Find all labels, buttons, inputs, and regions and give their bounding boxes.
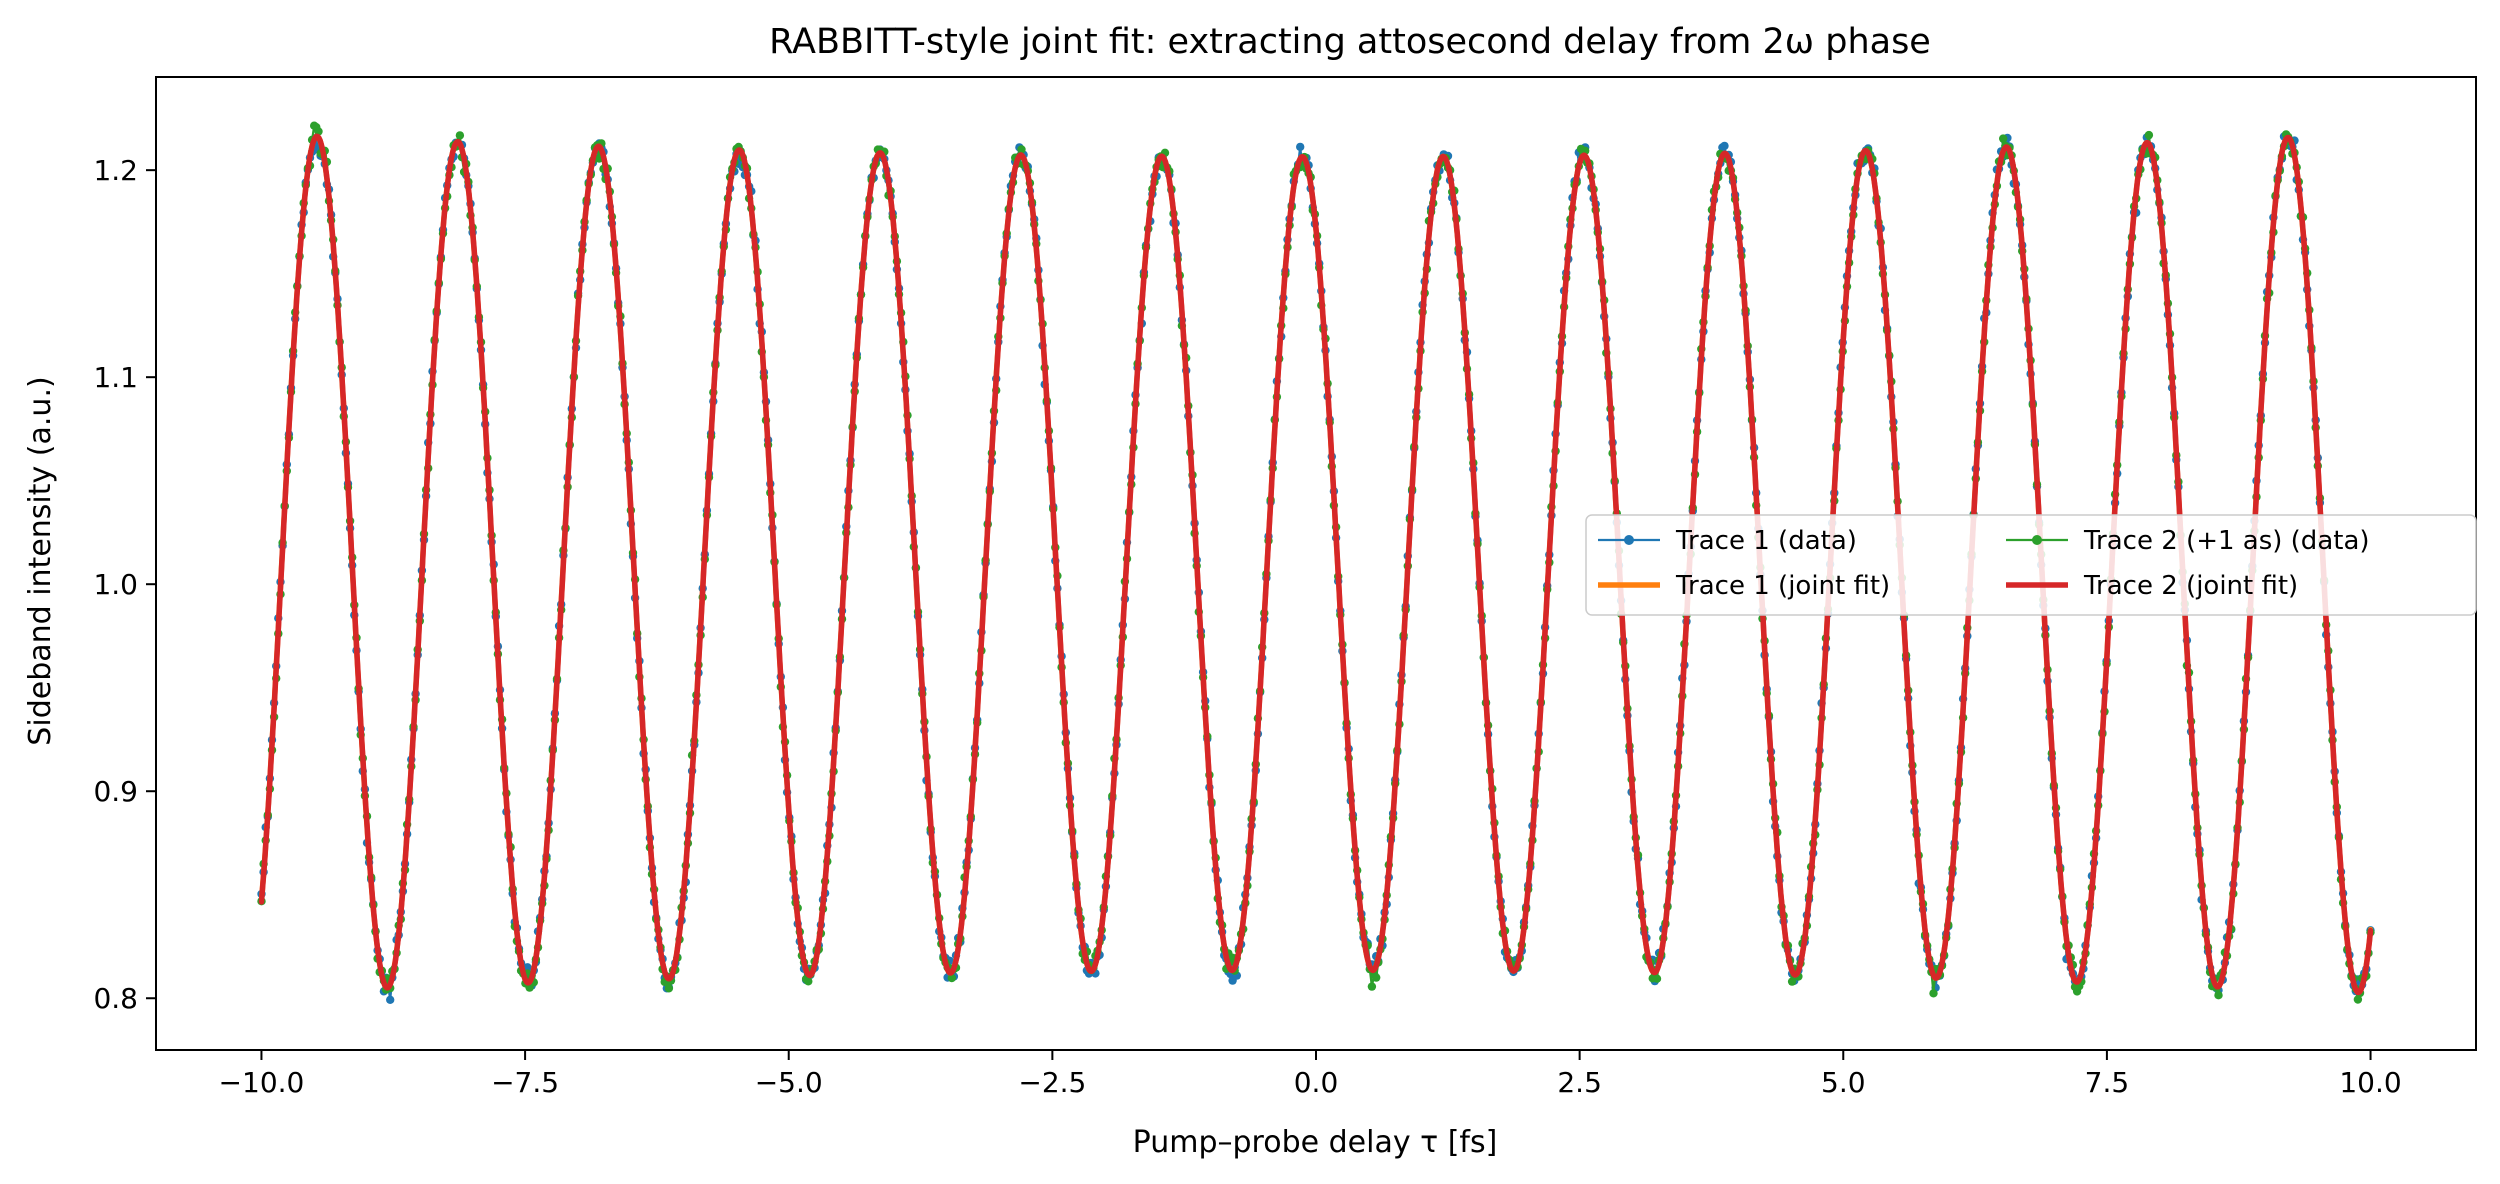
- legend-label-2: Trace 1 (joint fit): [1675, 571, 1890, 601]
- series-1-point-492: [1296, 142, 1305, 152]
- series-3-point-360: [1017, 145, 1026, 154]
- x-axis: −10.0 −7.5 −5.0 −2.5 0.0 2.5 5.0 7.5 10.0: [219, 1050, 2402, 1099]
- x-tick-label-7: 7.5: [2085, 1066, 2130, 1099]
- series-4-line: [258, 133, 2374, 996]
- chart-title: RABBITT-style joint fit: extracting atto…: [769, 22, 1931, 62]
- x-tick-label-2: −5.0: [755, 1066, 823, 1099]
- series-3-point-526: [1367, 982, 1377, 991]
- series-3-point-327: [947, 973, 956, 983]
- series-3-point-894: [2144, 130, 2154, 140]
- y-tick-label-1: 0.9: [93, 775, 138, 808]
- x-axis-label: Pump–probe delay τ [fs]: [1133, 1125, 1498, 1160]
- series-3-point-825: [1999, 134, 2008, 143]
- x-tick-label-8: 10.0: [2339, 1066, 2401, 1099]
- legend-marker-3: [2032, 535, 2042, 545]
- x-tick-label-4: 0.0: [1294, 1066, 1339, 1099]
- legend-item-3: Trace 2 (+1 as) (data): [2006, 526, 2370, 556]
- legend-label-4: Trace 2 (joint fit): [2083, 571, 2298, 601]
- y-tick-label-4: 1.2: [93, 154, 138, 187]
- y-axis: 0.8 0.9 1.0 1.1 1.2: [93, 154, 156, 1015]
- series-3-point-927: [2214, 991, 2223, 1000]
- series-3-point-528: [1372, 973, 1381, 982]
- legend-item-1: Trace 1 (data): [1598, 526, 1857, 556]
- series-3-point-993: [2353, 995, 2363, 1004]
- legend: Trace 1 (data) Trace 1 (joint fit) Trace 2…: [1585, 514, 2477, 616]
- series-3-point-193: [664, 984, 674, 993]
- x-tick-label-1: −7.5: [491, 1066, 559, 1099]
- series-3-point-792: [1929, 989, 1938, 998]
- legend-frame: [1585, 514, 2477, 616]
- series-4: [258, 133, 2374, 996]
- series-1-point-61: [386, 995, 395, 1004]
- series-3-point-725: [1787, 977, 1797, 986]
- series-1-point-693: [1720, 141, 1729, 151]
- y-tick-label-2: 1.0: [93, 568, 138, 601]
- series-1-point-126: [523, 963, 532, 972]
- legend-item-4: Trace 2 (joint fit): [2006, 571, 2298, 601]
- y-tick-label-0: 0.8: [93, 982, 138, 1015]
- x-tick-label-6: 5.0: [1821, 1066, 1866, 1099]
- legend-label-3: Trace 2 (+1 as) (data): [2083, 526, 2370, 556]
- series-3-point-259: [804, 977, 813, 986]
- series-3-point-661: [1652, 974, 1662, 983]
- plot-area: [257, 121, 2375, 1004]
- legend-item-2: Trace 1 (joint fit): [1598, 571, 1890, 601]
- x-tick-label-0: −10.0: [219, 1066, 305, 1099]
- legend-label-1: Trace 1 (data): [1675, 526, 1857, 556]
- series-3-point-94: [455, 131, 465, 140]
- y-axis-label: Sideband intensity (a.u.): [23, 376, 58, 745]
- x-tick-label-5: 2.5: [1557, 1066, 1602, 1099]
- x-tick-label-3: −2.5: [1018, 1066, 1086, 1099]
- legend-marker-1: [1624, 535, 1634, 545]
- y-tick-label-3: 1.1: [93, 361, 138, 394]
